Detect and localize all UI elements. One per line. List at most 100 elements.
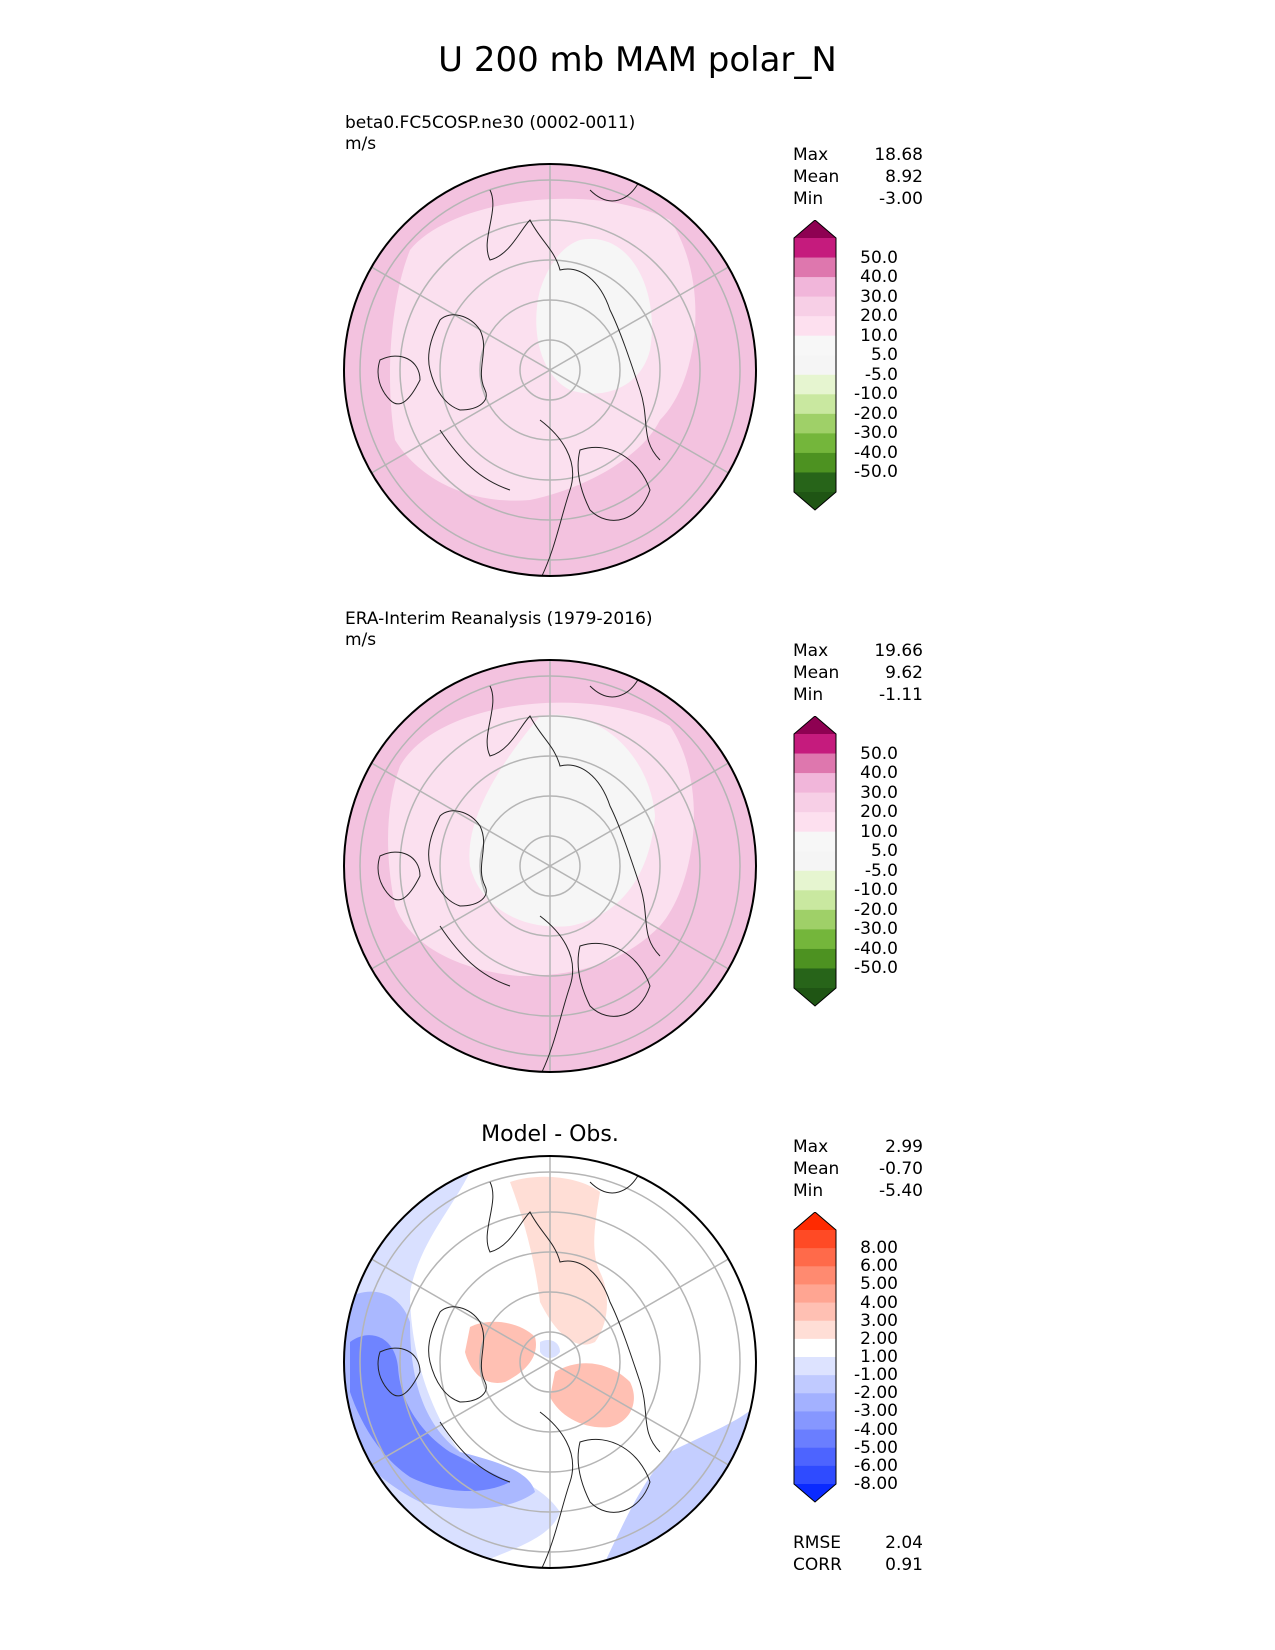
metric-value: 2.04 [885, 1533, 923, 1553]
colorbar-tick-label: -50.0 [854, 958, 898, 979]
panel-test-label: beta0.FC5COSP.ne30 (0002-0011) m/s [345, 113, 635, 155]
map-boundary [343, 163, 757, 577]
colorbar-segment [794, 472, 836, 493]
colorbar-segment [794, 1429, 836, 1449]
colorbar-tick-label: -2.00 [854, 1383, 898, 1404]
colorbar-tick-label: -20.0 [854, 403, 898, 424]
metric-name: CORR [793, 1555, 842, 1575]
colorbar-segment [794, 394, 836, 415]
colorbar-segment [794, 870, 836, 891]
colorbar-tick-label: 30.0 [860, 782, 898, 803]
colorbar-tick-label: 20.0 [860, 802, 898, 823]
colorbar-tick-label: 8.00 [860, 1238, 898, 1259]
stat-value: 2.99 [885, 1137, 923, 1157]
colorbar-segment [794, 1338, 836, 1358]
colorbar-tick-label: -40.0 [854, 938, 898, 959]
graticule [359, 660, 741, 1072]
reference-polar-map [343, 659, 757, 1073]
reference-units: m/s [345, 630, 377, 650]
colorbar-tick-label: -3.00 [854, 1401, 898, 1422]
colorbar-tick-label: -20.0 [854, 899, 898, 920]
colorbar-tick-label: -8.00 [854, 1474, 898, 1494]
colorbar-tick-label: 10.0 [860, 821, 898, 842]
stat-value: -0.70 [879, 1159, 923, 1179]
colorbar-segment [794, 812, 836, 833]
colorbar-segment [794, 355, 836, 376]
colorbar-segment [794, 1248, 836, 1267]
map-boundary [343, 1155, 757, 1569]
colorbar-tick-label: -30.0 [854, 423, 898, 444]
colorbar-tick-label: -5.0 [864, 364, 898, 385]
map-boundary [343, 659, 757, 1073]
colorbar-tick-label: -1.00 [854, 1365, 898, 1386]
colorbar-segment [794, 1302, 836, 1322]
colorbar-tick-label: 40.0 [860, 267, 898, 288]
colorbar-tick-label: -4.00 [854, 1419, 898, 1440]
colorbar-segment [794, 257, 836, 278]
colorbar-tick-label: 6.00 [860, 1256, 898, 1277]
difference-title: Model - Obs. [481, 1122, 619, 1147]
colorbar-extend-min [794, 988, 836, 1006]
colorbar-segment [794, 1465, 836, 1485]
colorbar-tick-label: 10.0 [860, 325, 898, 346]
colorbar-extend-max [794, 220, 836, 238]
colorbar-tick-label: -10.0 [854, 880, 898, 901]
stat-name: Mean [793, 663, 840, 683]
colorbar-tick-label: 20.0 [860, 306, 898, 327]
stat-name: Max [793, 1137, 829, 1157]
stat-value: -3.00 [879, 189, 923, 209]
figure-title: U 200 mb MAM polar_N [438, 40, 837, 80]
stat-name: Min [793, 1181, 824, 1201]
panel-reference-label: ERA-Interim Reanalysis (1979-2016) m/s [345, 609, 653, 651]
reference-stats: Max 19.66 Mean 9.62 Min -1.11 [793, 640, 923, 706]
colorbar-segment [794, 1357, 836, 1376]
contour-neg-5-6 [350, 1335, 510, 1492]
colorbar-tick-label: 40.0 [860, 763, 898, 784]
colorbar-segment [794, 374, 836, 395]
colorbar-segment [794, 734, 836, 755]
test-polar-map [343, 163, 757, 577]
colorbar-tick-label: 5.0 [870, 841, 898, 862]
stat-value: 19.66 [874, 641, 923, 661]
colorbar-tick-label: 1.00 [860, 1347, 898, 1367]
colorbar-segment [794, 316, 836, 337]
colorbar-segment [794, 452, 836, 473]
difference-polar-map [343, 1155, 757, 1569]
colorbar-segment [794, 1284, 836, 1304]
colorbar-tick-label: -5.00 [854, 1437, 898, 1458]
colorbar-segment [794, 1447, 836, 1467]
contour-pos-2-3 [550, 1363, 634, 1428]
reference-case-name: ERA-Interim Reanalysis (1979-2016) [345, 609, 653, 629]
graticule [359, 1156, 741, 1568]
difference-colorbar [793, 1212, 837, 1503]
colorbar-tick-label: 5.0 [870, 345, 898, 366]
colorbar-tick-label: -6.00 [854, 1455, 898, 1476]
colorbar-segment [794, 1375, 836, 1394]
colorbar-segment [794, 890, 836, 911]
stat-name: Min [793, 685, 824, 705]
colorbar-tick-label: 4.00 [860, 1292, 898, 1313]
reference-colorbar [793, 716, 837, 1007]
colorbar-tick-label: -5.0 [864, 860, 898, 881]
colorbar-tick-label: 2.00 [860, 1328, 898, 1349]
stat-name: Max [793, 145, 829, 165]
colorbar-tick-label: 50.0 [860, 743, 898, 764]
stat-value: 8.92 [885, 167, 923, 187]
colorbar-tick-label: -40.0 [854, 442, 898, 463]
test-units: m/s [345, 134, 377, 154]
stat-value: -1.11 [879, 685, 923, 705]
colorbar-segment [794, 335, 836, 356]
colorbar-tick-label: -50.0 [854, 462, 898, 483]
coastlines [377, 179, 661, 576]
metric-value: 0.91 [885, 1555, 923, 1575]
colorbar-tick-label: -10.0 [854, 384, 898, 405]
colorbar-segment [794, 831, 836, 852]
colorbar-segment [794, 433, 836, 454]
graticule [359, 164, 741, 576]
colorbar-segment [794, 1393, 836, 1412]
colorbar-segment [794, 753, 836, 774]
colorbar-outline [793, 1212, 837, 1503]
colorbar-segment [794, 792, 836, 813]
test-case-name: beta0.FC5COSP.ne30 (0002-0011) [345, 113, 636, 133]
colorbar-tick-label: 3.00 [860, 1310, 898, 1331]
